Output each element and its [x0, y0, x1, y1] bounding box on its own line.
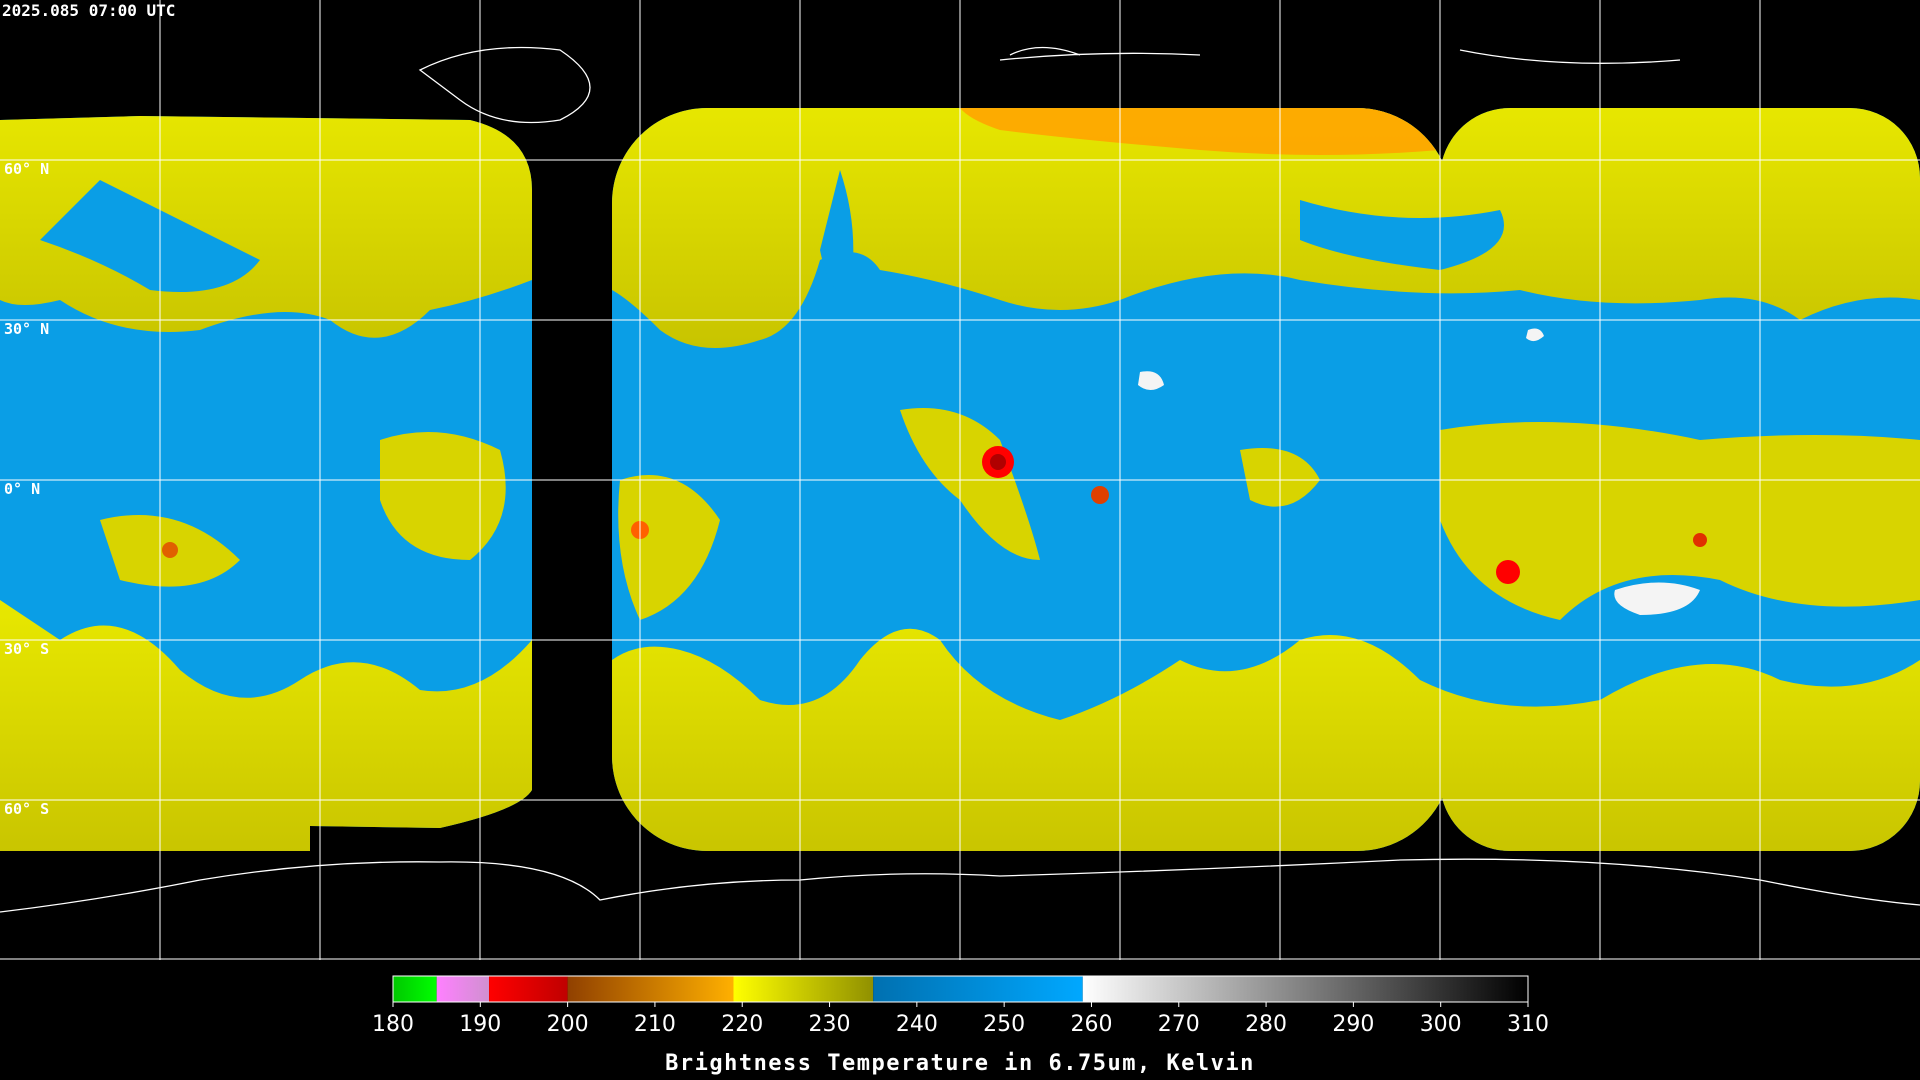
colorbar-segment	[567, 976, 734, 1002]
colorbar-tick-label: 240	[896, 1012, 938, 1037]
colorbar-tick-label: 220	[721, 1012, 763, 1037]
colorbar-segment	[489, 976, 568, 1002]
colorbar-tick-label: 210	[634, 1012, 676, 1037]
colorbar-tick-label: 180	[372, 1012, 414, 1037]
lat-label: 30° S	[4, 640, 49, 658]
lat-label: 30° N	[4, 320, 49, 338]
lat-labels: 60° N 30° N 0° N 30° S 60° S	[4, 160, 49, 818]
colorbar-segment	[436, 976, 490, 1002]
colorbar-tick-label: 200	[547, 1012, 589, 1037]
colorbar-segment	[1082, 976, 1528, 1002]
colorbar-tick-label: 280	[1245, 1012, 1287, 1037]
colorbar-segment	[733, 976, 874, 1002]
timestamp: 2025.085 07:00 UTC	[2, 1, 175, 20]
colorbar-tick-label: 250	[983, 1012, 1025, 1037]
colorbar-segment	[873, 976, 1083, 1002]
tropical-convection	[100, 408, 1920, 620]
colorbar: 180 190 200 210 220 230 240 250 260 270 280 290 300 3…	[372, 975, 1549, 1037]
colorbar-tick-label: 300	[1420, 1012, 1462, 1037]
dry-north-2	[40, 170, 1504, 292]
colorbar-segment	[393, 976, 437, 1002]
upper-dry-band	[960, 108, 1440, 155]
lat-label: 0° N	[4, 480, 40, 498]
colorbar-frame	[392, 975, 1529, 1003]
colorbar-tick-label: 290	[1332, 1012, 1374, 1037]
colorbar-tick-label: 230	[809, 1012, 851, 1037]
cold-cloud-tops	[162, 446, 1707, 584]
colorbar-tick-label: 270	[1158, 1012, 1200, 1037]
colorbar-tick-label: 260	[1070, 1012, 1112, 1037]
colorbar-tick-label: 190	[459, 1012, 501, 1037]
warm-dry-spots	[1138, 328, 1700, 615]
colorbar-tick-label: 310	[1507, 1012, 1549, 1037]
lat-label: 60° S	[4, 800, 49, 818]
colorbar-label: Brightness Temperature in 6.75um, Kelvin	[665, 1051, 1255, 1076]
lat-label: 60° N	[4, 160, 49, 178]
graticule	[0, 0, 1920, 960]
